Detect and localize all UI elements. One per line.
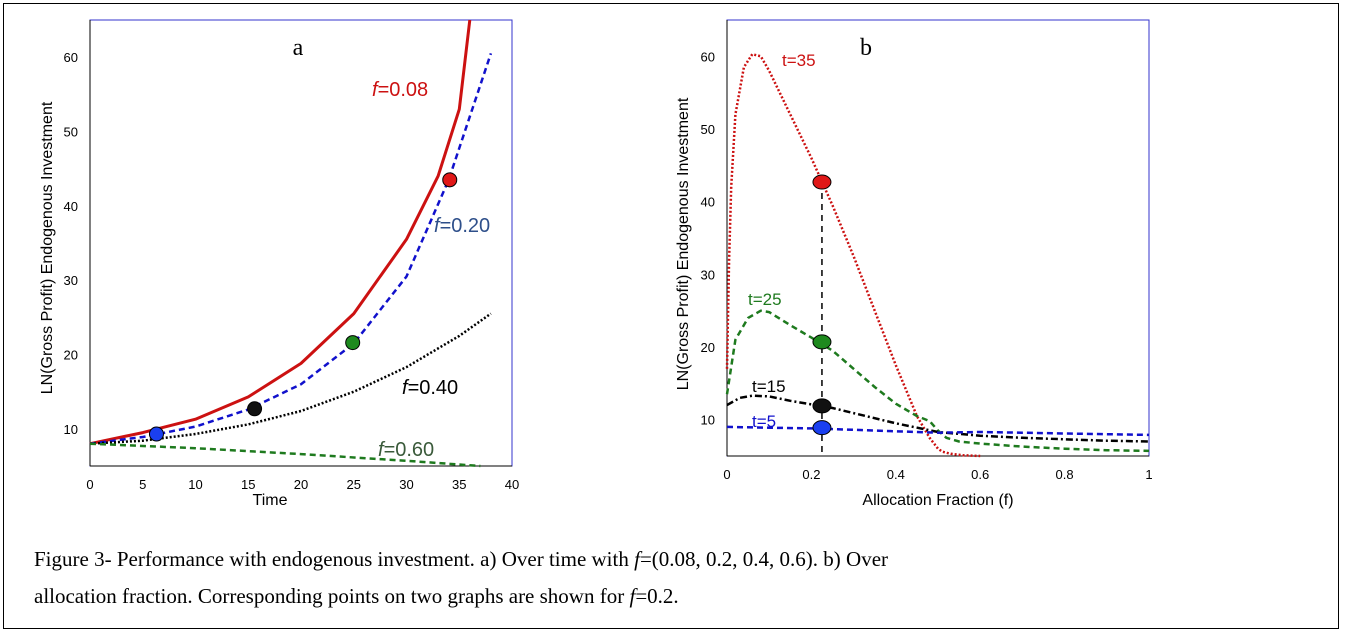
caption-line2-a: allocation fraction. Corresponding point… xyxy=(34,584,630,608)
data-marker xyxy=(442,172,458,188)
series-label-t15: t=15 xyxy=(752,377,786,396)
x-tick-label: 0.8 xyxy=(1056,467,1074,482)
x-tick-label: 10 xyxy=(188,477,202,492)
series-line xyxy=(725,309,1150,453)
chart-b: 0 0.2 0.4 0.6 0.8 1 10 20 30 40 50 60 b Allocation… xyxy=(675,19,1153,509)
series-line xyxy=(89,442,481,468)
series-line xyxy=(725,52,981,458)
data-marker xyxy=(345,335,361,351)
chart-a-x-axis-label: Time xyxy=(253,492,288,509)
x-tick-label: 0.2 xyxy=(802,467,820,482)
chart-a-panel-label: a xyxy=(293,35,304,61)
series-label-t5: t=5 xyxy=(752,412,776,431)
y-tick-label: 20 xyxy=(64,348,78,363)
x-tick-label: 15 xyxy=(241,477,255,492)
y-tick-label: 10 xyxy=(701,413,715,428)
x-tick-label: 0.4 xyxy=(887,467,905,482)
series-label-f040: f=0.40 xyxy=(402,377,458,399)
caption-line2-f: f xyxy=(629,584,636,608)
y-tick-label: 60 xyxy=(701,49,715,64)
y-tick-label: 40 xyxy=(64,199,78,214)
y-tick-label: 40 xyxy=(701,195,715,210)
x-tick-label: 0 xyxy=(723,467,730,482)
chart-b-panel-label: b xyxy=(860,35,872,61)
series-line xyxy=(726,425,1150,437)
x-tick-label: 5 xyxy=(139,477,146,492)
figure-frame xyxy=(3,3,1339,629)
y-tick-label: 10 xyxy=(64,422,78,437)
data-marker xyxy=(247,401,263,417)
y-tick-label: 20 xyxy=(701,340,715,355)
series-label-t35: t=35 xyxy=(782,51,816,70)
x-tick-label: 40 xyxy=(505,477,519,492)
chart-a-plot-frame xyxy=(89,19,513,467)
caption-line1-b: =(0.08, 0.2, 0.4, 0.6). b) Over xyxy=(639,547,889,571)
x-tick-label: 0.6 xyxy=(971,467,989,482)
y-tick-label: 60 xyxy=(64,50,78,65)
caption-line1-a: Figure 3- Performance with endogenous in… xyxy=(34,547,635,571)
x-tick-label: 25 xyxy=(347,477,361,492)
series-line xyxy=(726,394,1150,443)
y-tick-label: 30 xyxy=(701,267,715,282)
series-label-t25: t=25 xyxy=(748,290,782,309)
data-marker xyxy=(812,420,832,436)
chart-b-x-axis-label: Allocation Fraction (f) xyxy=(862,492,1013,509)
series-label-f008: f=0.08 xyxy=(372,79,428,101)
x-tick-label: 35 xyxy=(452,477,466,492)
chart-a: 0 5 10 15 20 25 30 35 40 10 20 30 40 50 60 a Time LN(… xyxy=(39,19,519,509)
data-marker xyxy=(148,426,164,442)
x-tick-label: 20 xyxy=(294,477,308,492)
data-marker xyxy=(812,174,832,190)
y-tick-label: 50 xyxy=(64,125,78,140)
figure-caption: Figure 3- Performance with endogenous in… xyxy=(34,541,1306,615)
x-tick-label: 30 xyxy=(399,477,413,492)
series-line xyxy=(89,312,492,445)
series-label-f020: f=0.20 xyxy=(434,215,490,237)
caption-line1-f: f xyxy=(634,547,640,571)
x-tick-label: 0 xyxy=(86,477,93,492)
series-line xyxy=(89,19,472,446)
y-tick-label: 30 xyxy=(64,273,78,288)
y-tick-label: 50 xyxy=(701,122,715,137)
caption-line2-b: =0.2. xyxy=(635,584,679,608)
data-marker xyxy=(812,398,832,414)
series-label-f060: f=0.60 xyxy=(378,439,434,461)
chart-b-y-axis-label: LN(Gross Profit) Endogenous Investment xyxy=(675,97,692,390)
data-marker xyxy=(812,334,832,350)
chart-b-plot-frame xyxy=(726,19,1150,457)
x-tick-label: 1 xyxy=(1145,467,1152,482)
chart-a-y-axis-label: LN(Gross Profit) Endogenous Investment xyxy=(39,101,56,394)
